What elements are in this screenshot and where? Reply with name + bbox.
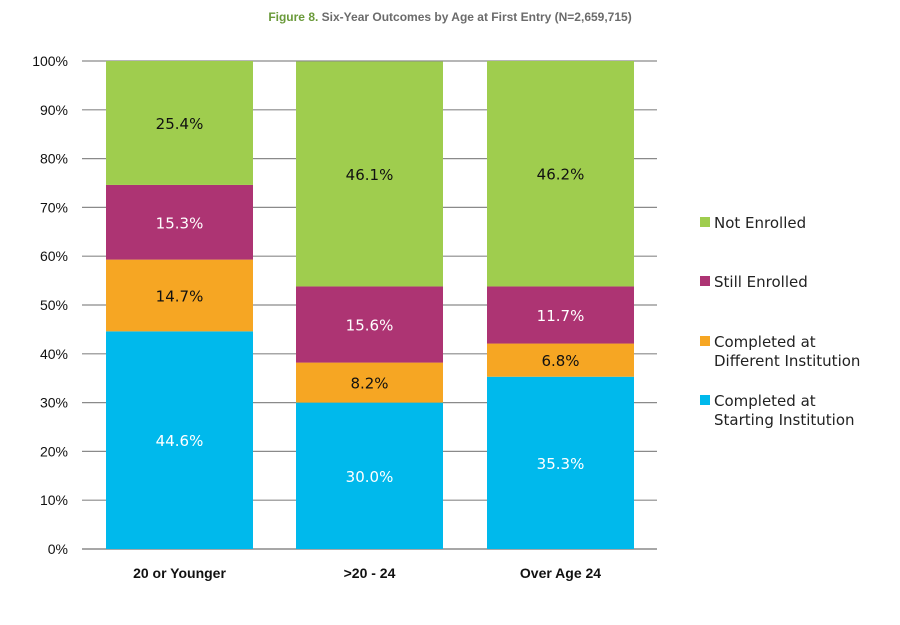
data-label: 30.0% xyxy=(346,468,394,486)
legend-swatch xyxy=(700,336,710,346)
x-tick-label: 20 or Younger xyxy=(133,565,226,581)
bar-segment xyxy=(487,61,634,287)
bar-segment xyxy=(296,402,443,549)
data-label: 15.3% xyxy=(156,214,204,232)
bar-segment xyxy=(296,286,443,363)
legend-label: Different Institution xyxy=(714,352,860,370)
y-tick-label: 90% xyxy=(40,102,68,118)
y-tick-label: 20% xyxy=(40,443,68,459)
y-tick-label: 30% xyxy=(40,395,68,411)
y-tick-label: 80% xyxy=(40,151,68,167)
data-label: 25.4% xyxy=(156,115,204,133)
data-label: 46.1% xyxy=(346,166,394,184)
legend-label: Still Enrolled xyxy=(714,273,808,291)
chart-title-main: Six-Year Outcomes by Age at First Entry … xyxy=(321,10,632,24)
data-label: 14.7% xyxy=(156,287,204,305)
x-tick-label: Over Age 24 xyxy=(520,565,601,581)
bar-segment xyxy=(296,61,443,287)
data-label: 8.2% xyxy=(350,375,388,393)
bar-segment xyxy=(487,376,634,549)
y-tick-label: 0% xyxy=(48,541,68,557)
y-tick-label: 60% xyxy=(40,248,68,264)
bar-segment xyxy=(106,331,253,549)
legend-swatch xyxy=(700,395,710,405)
data-label: 11.7% xyxy=(537,307,585,325)
legend-label: Not Enrolled xyxy=(714,214,806,232)
legend-label: Completed at xyxy=(714,392,816,410)
bar-segment xyxy=(106,184,253,260)
chart-title-prefix: Figure 8. xyxy=(268,10,319,24)
legend-label: Starting Institution xyxy=(714,411,855,429)
data-label: 46.2% xyxy=(537,166,585,184)
legend-swatch xyxy=(700,217,710,227)
bar-segment xyxy=(487,286,634,344)
bar-segment xyxy=(106,61,253,185)
chart-title: Figure 8. Six-Year Outcomes by Age at Fi… xyxy=(0,10,900,24)
bar-segment xyxy=(296,362,443,403)
data-label: 44.6% xyxy=(156,432,204,450)
y-tick-label: 70% xyxy=(40,199,68,215)
bar-segment xyxy=(106,259,253,332)
data-label: 35.3% xyxy=(537,455,585,473)
y-tick-label: 40% xyxy=(40,346,68,362)
data-label: 6.8% xyxy=(541,352,579,370)
legend-label: Completed at xyxy=(714,333,816,351)
x-tick-label: >20 - 24 xyxy=(344,565,396,581)
legend-swatch xyxy=(700,276,710,286)
y-tick-label: 50% xyxy=(40,297,68,313)
y-tick-label: 10% xyxy=(40,492,68,508)
data-label: 15.6% xyxy=(346,317,394,335)
bar-segment xyxy=(487,343,634,377)
y-tick-label: 100% xyxy=(32,53,68,69)
